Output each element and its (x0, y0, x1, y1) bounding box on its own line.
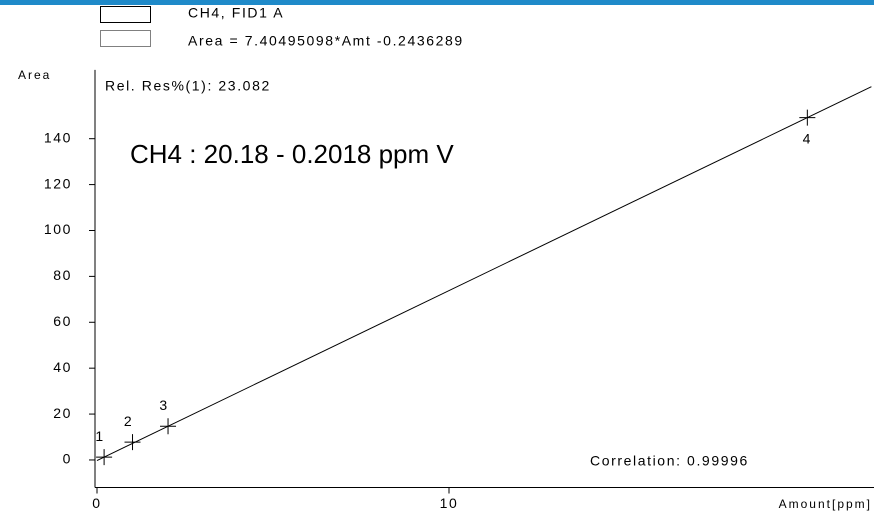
point-label: 4 (803, 130, 812, 146)
x-tick-label: 10 (440, 495, 459, 511)
y-tick-label: 140 (44, 129, 72, 145)
annotation: Rel. Res%(1): 23.082 (105, 78, 271, 94)
legend-label: Area = 7.40495098*Amt -0.2436289 (188, 33, 464, 49)
legend-swatch (100, 6, 151, 23)
point-label: 3 (159, 397, 168, 413)
y-tick-label: 60 (53, 313, 72, 329)
y-tick-label: 0 (63, 451, 72, 467)
point-marker (124, 434, 141, 451)
y-tick-label: 40 (53, 359, 72, 375)
point-label: 2 (124, 413, 133, 429)
x-tick-label: 0 (92, 495, 101, 511)
top-bar (0, 0, 874, 5)
legend-label: CH4, FID1 A (188, 5, 284, 21)
y-tick-label: 80 (53, 267, 72, 283)
annotation: Correlation: 0.99996 (590, 453, 749, 469)
legend-swatch (100, 30, 151, 47)
annotation: CH4 : 20.18 - 0.2018 ppm V (130, 139, 454, 169)
x-axis-label: Amount[ppm] (779, 497, 872, 511)
y-axis-label: Area (18, 68, 51, 82)
y-tick-label: 20 (53, 405, 72, 421)
y-tick-label: 120 (44, 175, 72, 191)
y-tick-label: 100 (44, 221, 72, 237)
fit-line (96, 86, 872, 461)
point-label: 1 (95, 428, 104, 444)
